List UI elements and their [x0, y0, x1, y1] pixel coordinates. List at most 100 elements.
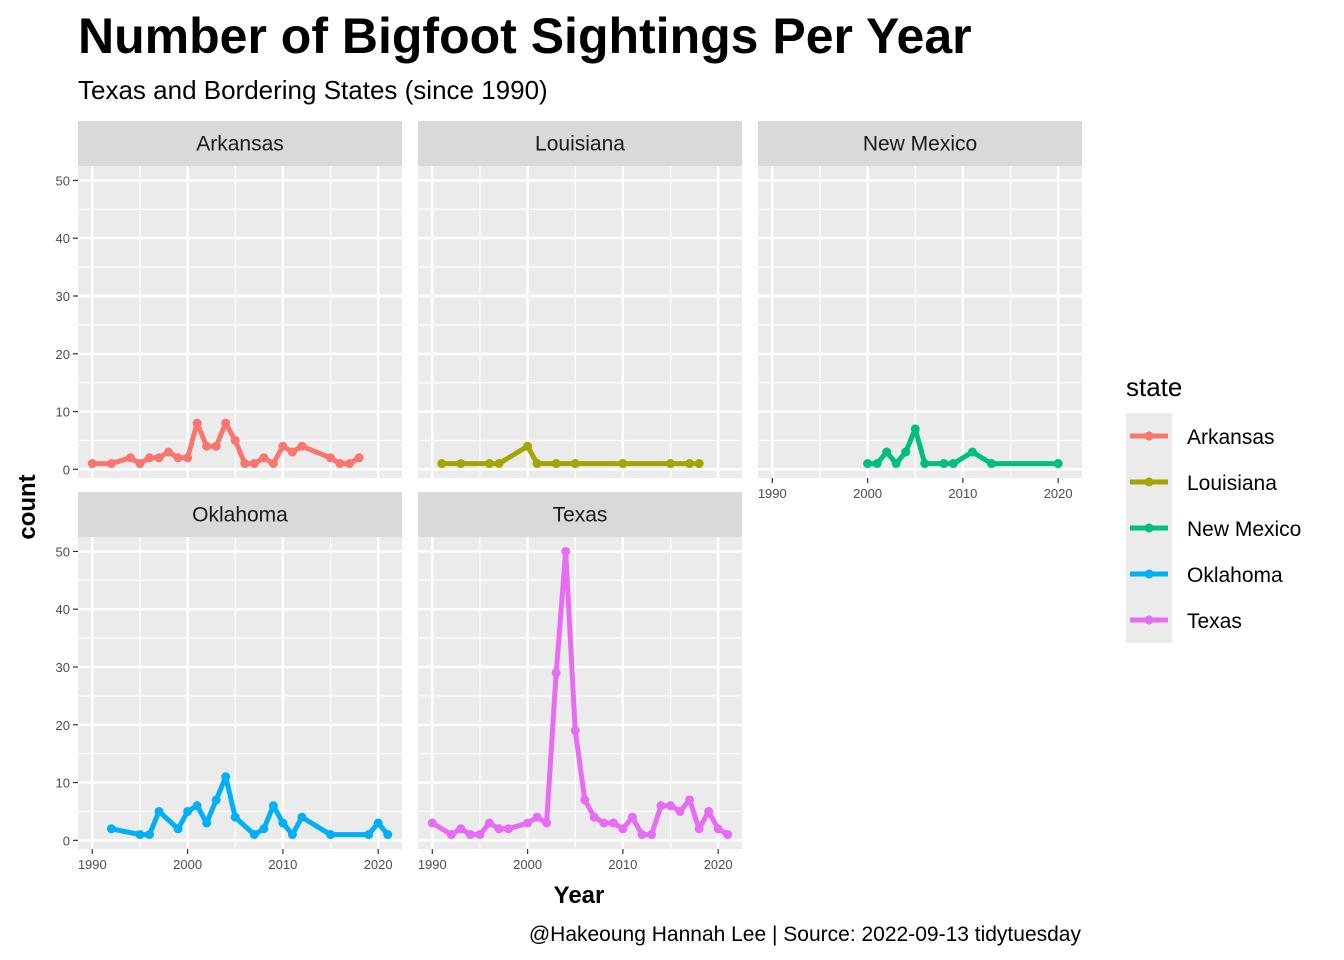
- data-point-texas: [570, 726, 580, 736]
- strip-label-oklahoma: Oklahoma: [192, 504, 288, 527]
- data-point-arkansas: [192, 418, 202, 428]
- panel-arkansas: Arkansas: [78, 121, 402, 478]
- data-point-texas: [704, 806, 714, 816]
- y-axis-title: count: [14, 474, 41, 539]
- data-point-texas: [542, 818, 552, 828]
- x-tick-label: 2020: [704, 857, 733, 872]
- data-point-arkansas: [249, 459, 259, 469]
- data-point-texas: [532, 812, 542, 822]
- data-point-texas: [484, 818, 494, 828]
- data-point-new-mexico: [872, 459, 882, 469]
- data-point-oklahoma: [373, 818, 383, 828]
- legend-title: state: [1126, 372, 1182, 402]
- x-tick-label: 2020: [1044, 486, 1073, 501]
- strip-label-texas: Texas: [553, 504, 608, 527]
- data-point-new-mexico: [920, 459, 930, 469]
- strip-new-mexico: [758, 121, 1082, 166]
- caption: @Hakeoung Hannah Lee | Source: 2022-09-1…: [529, 923, 1082, 946]
- chart-subtitle: Texas and Bordering States (since 1990): [78, 75, 548, 105]
- data-point-arkansas: [297, 441, 307, 451]
- data-point-arkansas: [164, 447, 174, 457]
- panel-louisiana: Louisiana: [418, 121, 742, 478]
- legend-key-point: [1144, 569, 1154, 579]
- data-point-texas: [666, 801, 676, 811]
- data-point-arkansas: [125, 453, 135, 463]
- x-tick-label: 1990: [78, 857, 107, 872]
- data-point-arkansas: [211, 441, 221, 451]
- legend-key-point: [1144, 615, 1154, 625]
- data-point-texas: [475, 830, 485, 840]
- data-point-arkansas: [106, 459, 116, 469]
- legend-item-texas: Texas: [1130, 610, 1242, 633]
- data-point-oklahoma: [326, 830, 336, 840]
- data-point-louisiana: [570, 459, 580, 469]
- legend-label: Texas: [1187, 610, 1242, 633]
- axes: 0 10 20 30 40 50 1990 2000 2010 2020 0 10 20 30 40 50 19…: [56, 173, 1073, 872]
- strip-label-new-mexico: New Mexico: [863, 133, 977, 156]
- x-tick-label: 2010: [608, 857, 637, 872]
- data-point-texas: [685, 795, 695, 805]
- data-point-arkansas: [335, 459, 345, 469]
- y-tick-label: 40: [56, 231, 70, 246]
- legend-label: Louisiana: [1187, 472, 1277, 495]
- data-point-new-mexico: [910, 424, 920, 434]
- y-tick-label: 50: [56, 544, 70, 559]
- data-point-texas: [618, 824, 628, 834]
- data-point-oklahoma: [202, 818, 212, 828]
- data-point-texas: [427, 818, 437, 828]
- data-point-arkansas: [287, 447, 297, 457]
- data-point-new-mexico: [986, 459, 996, 469]
- y-tick-label: 30: [56, 289, 70, 304]
- legend: state Arkansas Louisiana New Mexico Oklahoma…: [1126, 372, 1301, 643]
- y-tick-label: 20: [56, 718, 70, 733]
- data-point-new-mexico: [939, 459, 949, 469]
- panel-texas: Texas: [418, 492, 742, 849]
- data-point-louisiana: [685, 459, 695, 469]
- panel-background: [78, 537, 402, 849]
- data-point-arkansas: [354, 453, 364, 463]
- data-point-arkansas: [183, 453, 193, 463]
- data-point-louisiana: [532, 459, 542, 469]
- strip-louisiana: [418, 121, 742, 166]
- data-point-oklahoma: [192, 801, 202, 811]
- data-point-texas: [504, 824, 514, 834]
- chart-title: Number of Bigfoot Sightings Per Year: [78, 8, 972, 64]
- panel-background: [418, 166, 742, 478]
- data-point-louisiana: [456, 459, 466, 469]
- panel-background: [78, 166, 402, 478]
- panel-new-mexico: New Mexico: [758, 121, 1082, 478]
- data-point-arkansas: [135, 459, 145, 469]
- data-point-texas: [675, 806, 685, 816]
- legend-item-oklahoma: Oklahoma: [1130, 564, 1283, 587]
- data-point-arkansas: [326, 453, 336, 463]
- legend-key-point: [1144, 431, 1154, 441]
- x-tick-label: 2020: [364, 857, 393, 872]
- data-point-arkansas: [221, 418, 231, 428]
- data-point-texas: [456, 824, 466, 834]
- data-point-arkansas: [173, 453, 183, 463]
- data-point-arkansas: [278, 441, 288, 451]
- x-tick-label: 2010: [268, 857, 297, 872]
- data-point-arkansas: [230, 435, 240, 445]
- data-point-texas: [637, 830, 647, 840]
- strip-label-arkansas: Arkansas: [196, 133, 284, 156]
- data-point-oklahoma: [106, 824, 116, 834]
- strip-texas: [418, 492, 742, 537]
- data-point-oklahoma: [287, 830, 297, 840]
- y-tick-label: 30: [56, 660, 70, 675]
- data-point-new-mexico: [882, 447, 892, 457]
- x-axis-title: Year: [554, 882, 605, 909]
- legend-item-louisiana: Louisiana: [1130, 472, 1277, 495]
- data-point-new-mexico: [901, 447, 911, 457]
- facet-panels: Arkansas Louisiana New Mexico Oklahoma Texas: [78, 121, 1082, 849]
- y-tick-label: 20: [56, 347, 70, 362]
- data-point-oklahoma: [144, 830, 154, 840]
- data-point-louisiana: [437, 459, 447, 469]
- data-point-new-mexico: [967, 447, 977, 457]
- data-point-texas: [494, 824, 504, 834]
- data-point-texas: [646, 830, 656, 840]
- legend-item-new-mexico: New Mexico: [1130, 518, 1301, 541]
- data-point-texas: [523, 818, 533, 828]
- strip-label-louisiana: Louisiana: [535, 133, 625, 156]
